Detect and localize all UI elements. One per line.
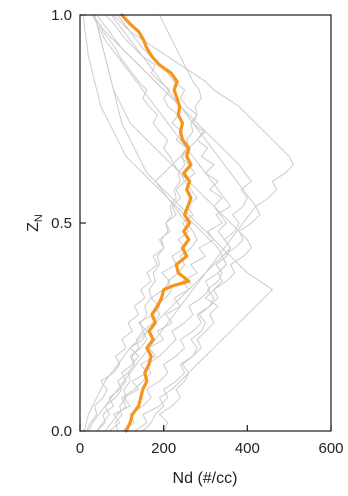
x-tick-label: 400 <box>235 440 260 457</box>
background-profile-line <box>96 14 198 432</box>
background-profile-line <box>92 14 232 432</box>
y-tick-label: 1.0 <box>51 7 72 24</box>
y-axis-title: ZN <box>25 214 45 232</box>
background-profile-line <box>87 14 257 432</box>
x-tick-label: 200 <box>151 440 176 457</box>
background-profile-line <box>82 14 223 432</box>
x-tick-label: 600 <box>318 440 343 457</box>
y-axis-title-main: Z <box>25 222 42 232</box>
y-tick-label: 0.0 <box>51 423 72 440</box>
x-axis-ticks: 0 200 400 600 <box>76 425 344 457</box>
mean-series-group <box>120 13 193 433</box>
y-axis-ticks: 0.0 0.5 1.0 <box>51 7 86 440</box>
y-tick-label: 0.5 <box>51 215 72 232</box>
background-series-group <box>82 14 294 432</box>
x-tick-label: 0 <box>76 440 84 457</box>
y-axis-title-subscript: N <box>33 214 45 222</box>
background-profile-line <box>92 14 206 432</box>
background-profile-line <box>115 14 202 432</box>
x-axis-title: Nd (#/cc) <box>173 470 238 487</box>
svg-text:ZN: ZN <box>25 214 45 232</box>
mean-profile-line <box>120 13 193 433</box>
background-profile-line <box>94 14 252 432</box>
